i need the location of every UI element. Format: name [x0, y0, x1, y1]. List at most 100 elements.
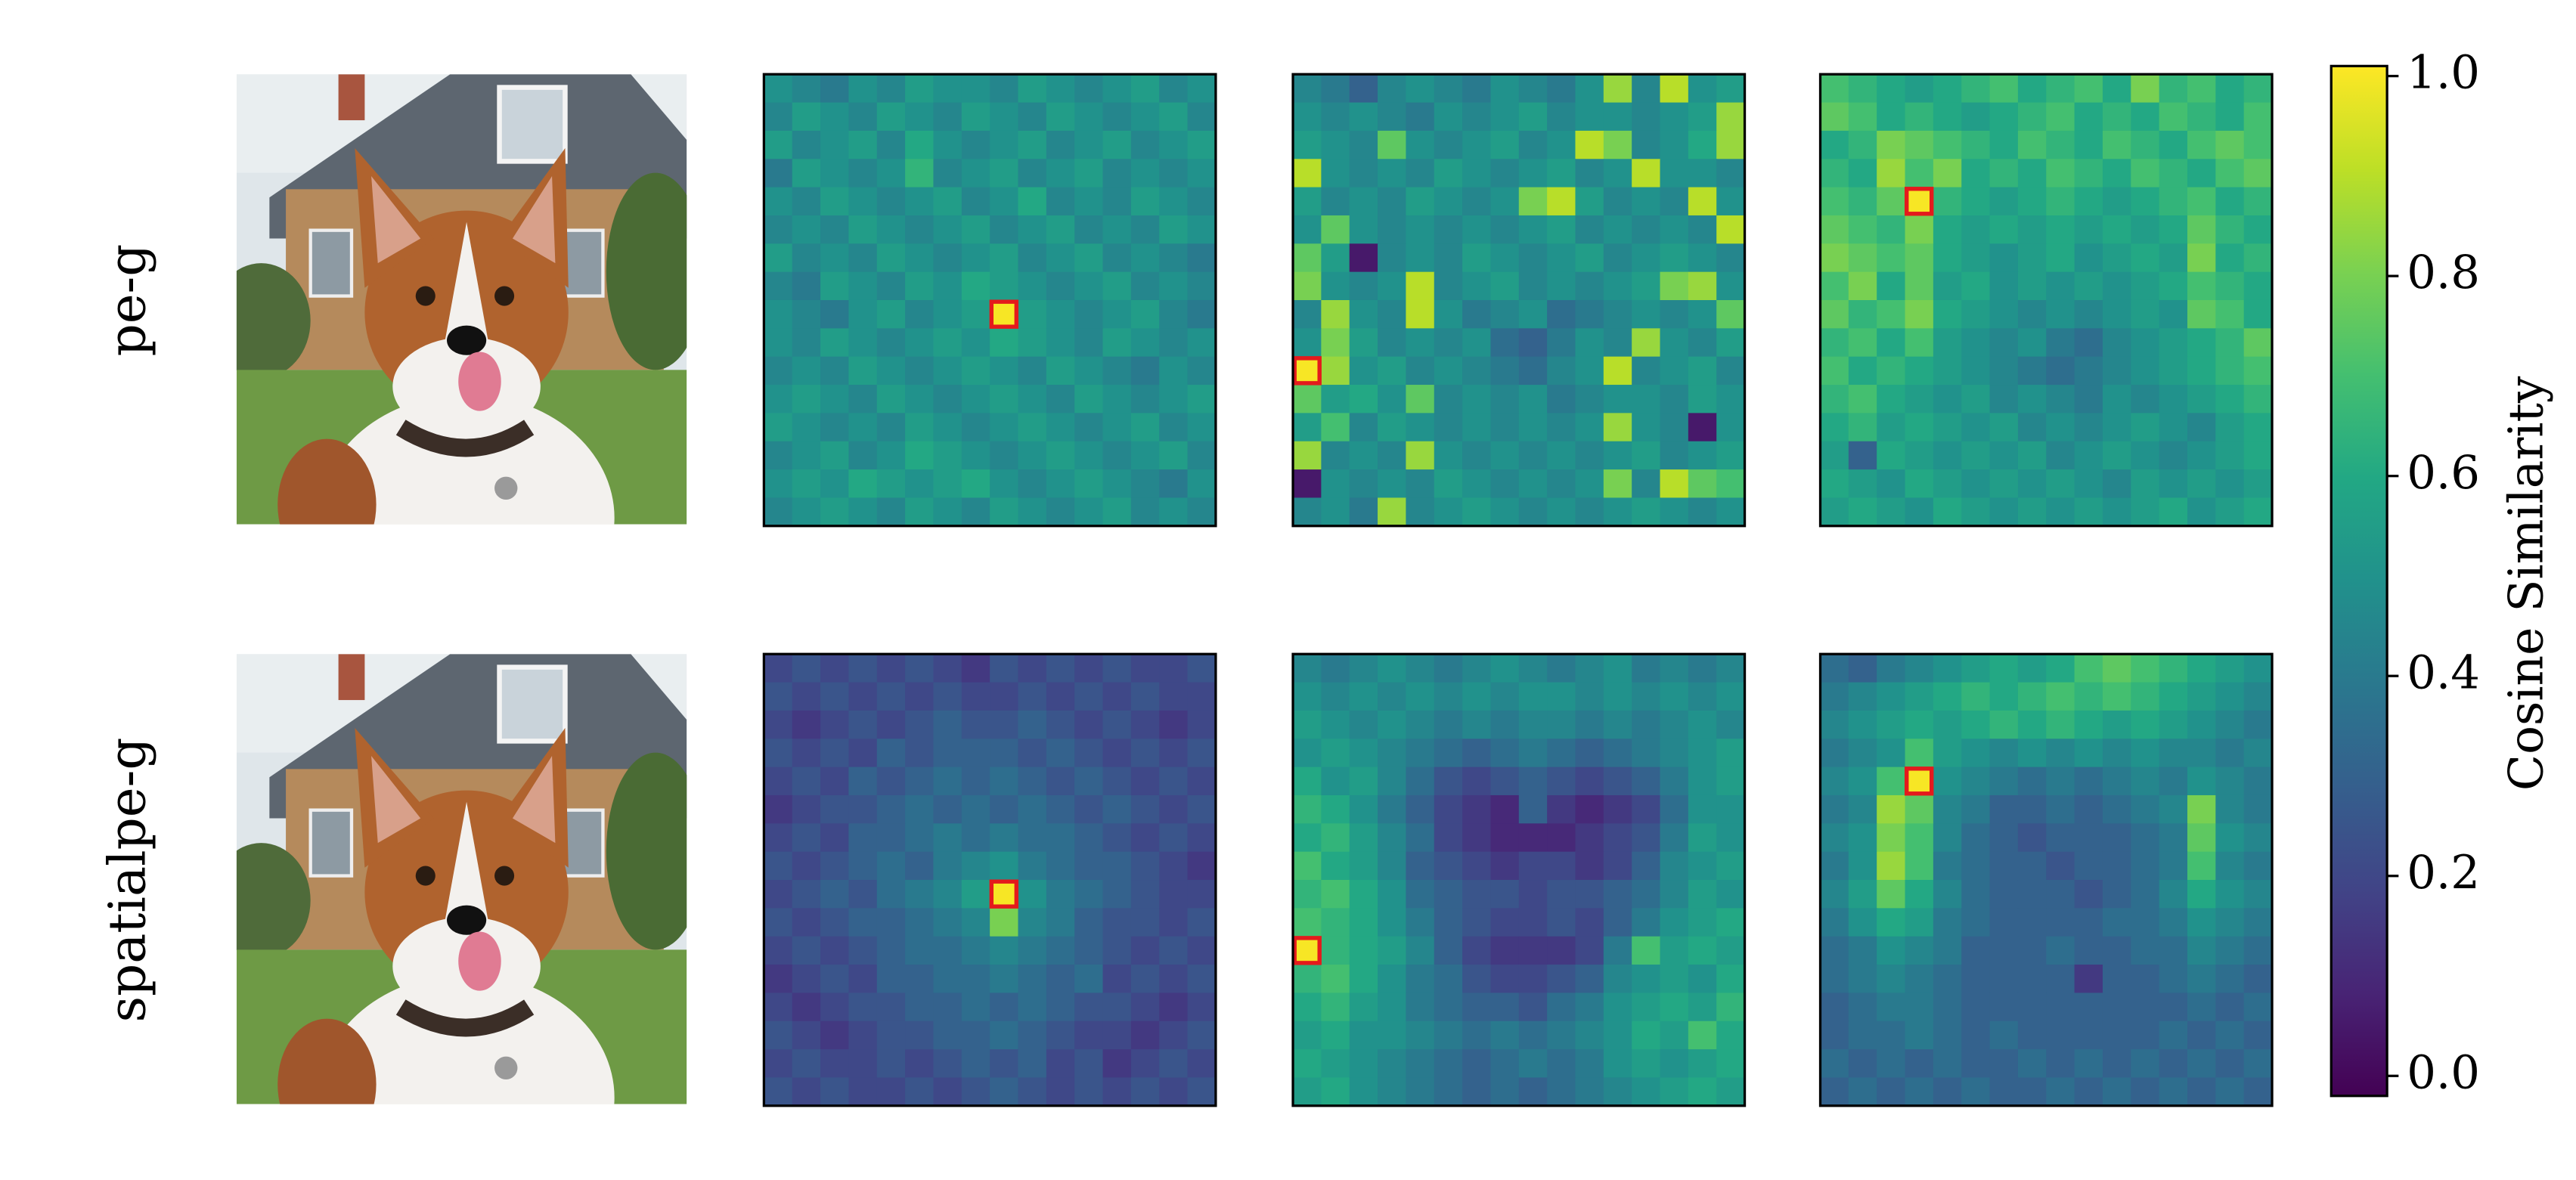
heatmap-cell — [764, 1049, 793, 1079]
heatmap-cell — [848, 794, 878, 825]
heatmap-cell — [1074, 497, 1104, 527]
heatmap-cell — [1406, 654, 1435, 683]
heatmap-cell — [1187, 936, 1217, 965]
heatmap-cell — [1660, 908, 1689, 937]
heatmap-cell — [1462, 908, 1492, 937]
heatmap-cell — [1989, 74, 2019, 104]
heatmap-cell — [905, 1077, 935, 1107]
heatmap-cell — [1462, 739, 1492, 768]
heatmap-cell — [876, 936, 906, 965]
heatmap-cell — [990, 794, 1019, 825]
heatmap-cell — [2243, 682, 2273, 711]
heatmap-cell — [1130, 710, 1161, 740]
heatmap-cell — [2131, 767, 2160, 796]
heatmap-cell — [1187, 682, 1217, 711]
heatmap-cell — [1349, 385, 1378, 414]
heatmap-cell — [1434, 823, 1463, 853]
heatmap-cell — [1187, 187, 1217, 216]
heatmap-cell — [1406, 243, 1435, 273]
heatmap-cell — [933, 682, 963, 711]
heatmap-cell — [933, 413, 963, 442]
heatmap-cell — [1660, 1049, 1689, 1079]
heatmap — [1291, 73, 1747, 528]
heatmap-cell — [1159, 102, 1189, 132]
heatmap-cell — [1547, 441, 1576, 470]
heatmap-cell — [1660, 654, 1689, 683]
heatmap-cell — [2215, 794, 2245, 825]
heatmap-cell — [2074, 413, 2103, 442]
highlight-box — [1292, 356, 1322, 386]
heatmap-cell — [1378, 497, 1407, 527]
heatmap-cell — [1603, 1020, 1633, 1050]
heatmap-cell — [848, 74, 878, 104]
heatmap-cell — [961, 102, 991, 132]
heatmap-cell — [933, 243, 963, 273]
heatmap-cell — [820, 328, 850, 358]
heatmap-cell — [1905, 1049, 1934, 1079]
heatmap-cell — [1989, 1020, 2019, 1050]
heatmap-cell — [1905, 299, 1934, 330]
heatmap-cell — [933, 497, 963, 527]
heatmap-cell — [1820, 654, 1849, 683]
heatmap-cell — [1603, 710, 1633, 740]
heatmap-cell — [876, 965, 906, 994]
heatmap-cell — [1660, 159, 1689, 188]
heatmap-cell — [2243, 356, 2273, 386]
heatmap-cell — [1820, 965, 1849, 994]
heatmap-cell — [1378, 654, 1407, 683]
heatmap-cell — [1406, 328, 1435, 358]
heatmap-cell — [1820, 215, 1849, 245]
heatmap-cell — [1632, 682, 1661, 711]
heatmap-cell — [1877, 328, 1906, 358]
heatmap-cell — [1321, 243, 1350, 273]
heatmap-cell — [2046, 794, 2075, 825]
heatmap-cell — [2074, 880, 2103, 909]
heatmap-cell — [848, 682, 878, 711]
heatmap-cell — [1293, 130, 1322, 160]
heatmap-cell — [2046, 74, 2075, 104]
heatmap-cell — [1074, 880, 1104, 909]
heatmap-cell — [933, 993, 963, 1022]
heatmap-cell — [1378, 936, 1407, 965]
heatmap-cell — [1378, 1049, 1407, 1079]
heatmap-cell — [1547, 767, 1576, 796]
heatmap-cell — [990, 965, 1019, 994]
heatmap-cell — [1848, 739, 1878, 768]
heatmap-cell — [1716, 1077, 1746, 1107]
heatmap-cell — [848, 739, 878, 768]
heatmap-cell — [1130, 682, 1161, 711]
heatmap-cell — [2159, 441, 2188, 470]
heatmap-cell — [1905, 682, 1934, 711]
heatmap-cell — [1716, 739, 1746, 768]
heatmap-cell — [1905, 654, 1934, 683]
heatmap-cell — [961, 1049, 991, 1079]
heatmap-cell — [2074, 271, 2103, 301]
heatmap-cell — [933, 851, 963, 881]
heatmap-cell — [2131, 187, 2160, 216]
heatmap-cell — [1349, 271, 1378, 301]
heatmap-cell — [905, 880, 935, 909]
heatmap-cell — [1632, 1020, 1661, 1050]
heatmap-cell — [1905, 993, 1934, 1022]
heatmap-cell — [2243, 299, 2273, 330]
heatmap-cell — [1632, 215, 1661, 245]
heatmap-cell — [1716, 271, 1746, 301]
heatmap-cell — [1321, 1049, 1350, 1079]
heatmap-cell — [1989, 102, 2019, 132]
heatmap-cell — [1518, 1049, 1548, 1079]
heatmap-cell — [933, 328, 963, 358]
heatmap-cell — [2243, 159, 2273, 188]
heatmap-cell — [1046, 654, 1076, 683]
heatmap-cell — [2074, 1020, 2103, 1050]
heatmap-cell — [1462, 497, 1492, 527]
heatmap-cell — [990, 385, 1019, 414]
heatmap-cell — [2187, 1020, 2217, 1050]
heatmap-cell — [2215, 215, 2245, 245]
heatmap-cell — [1716, 1020, 1746, 1050]
heatmap-cell — [1933, 74, 1963, 104]
heatmap-cell — [876, 993, 906, 1022]
heatmap-cell — [1575, 271, 1604, 301]
heatmap-cell — [1905, 739, 1934, 768]
heatmap-cell — [905, 385, 935, 414]
heatmap-cell — [1321, 130, 1350, 160]
